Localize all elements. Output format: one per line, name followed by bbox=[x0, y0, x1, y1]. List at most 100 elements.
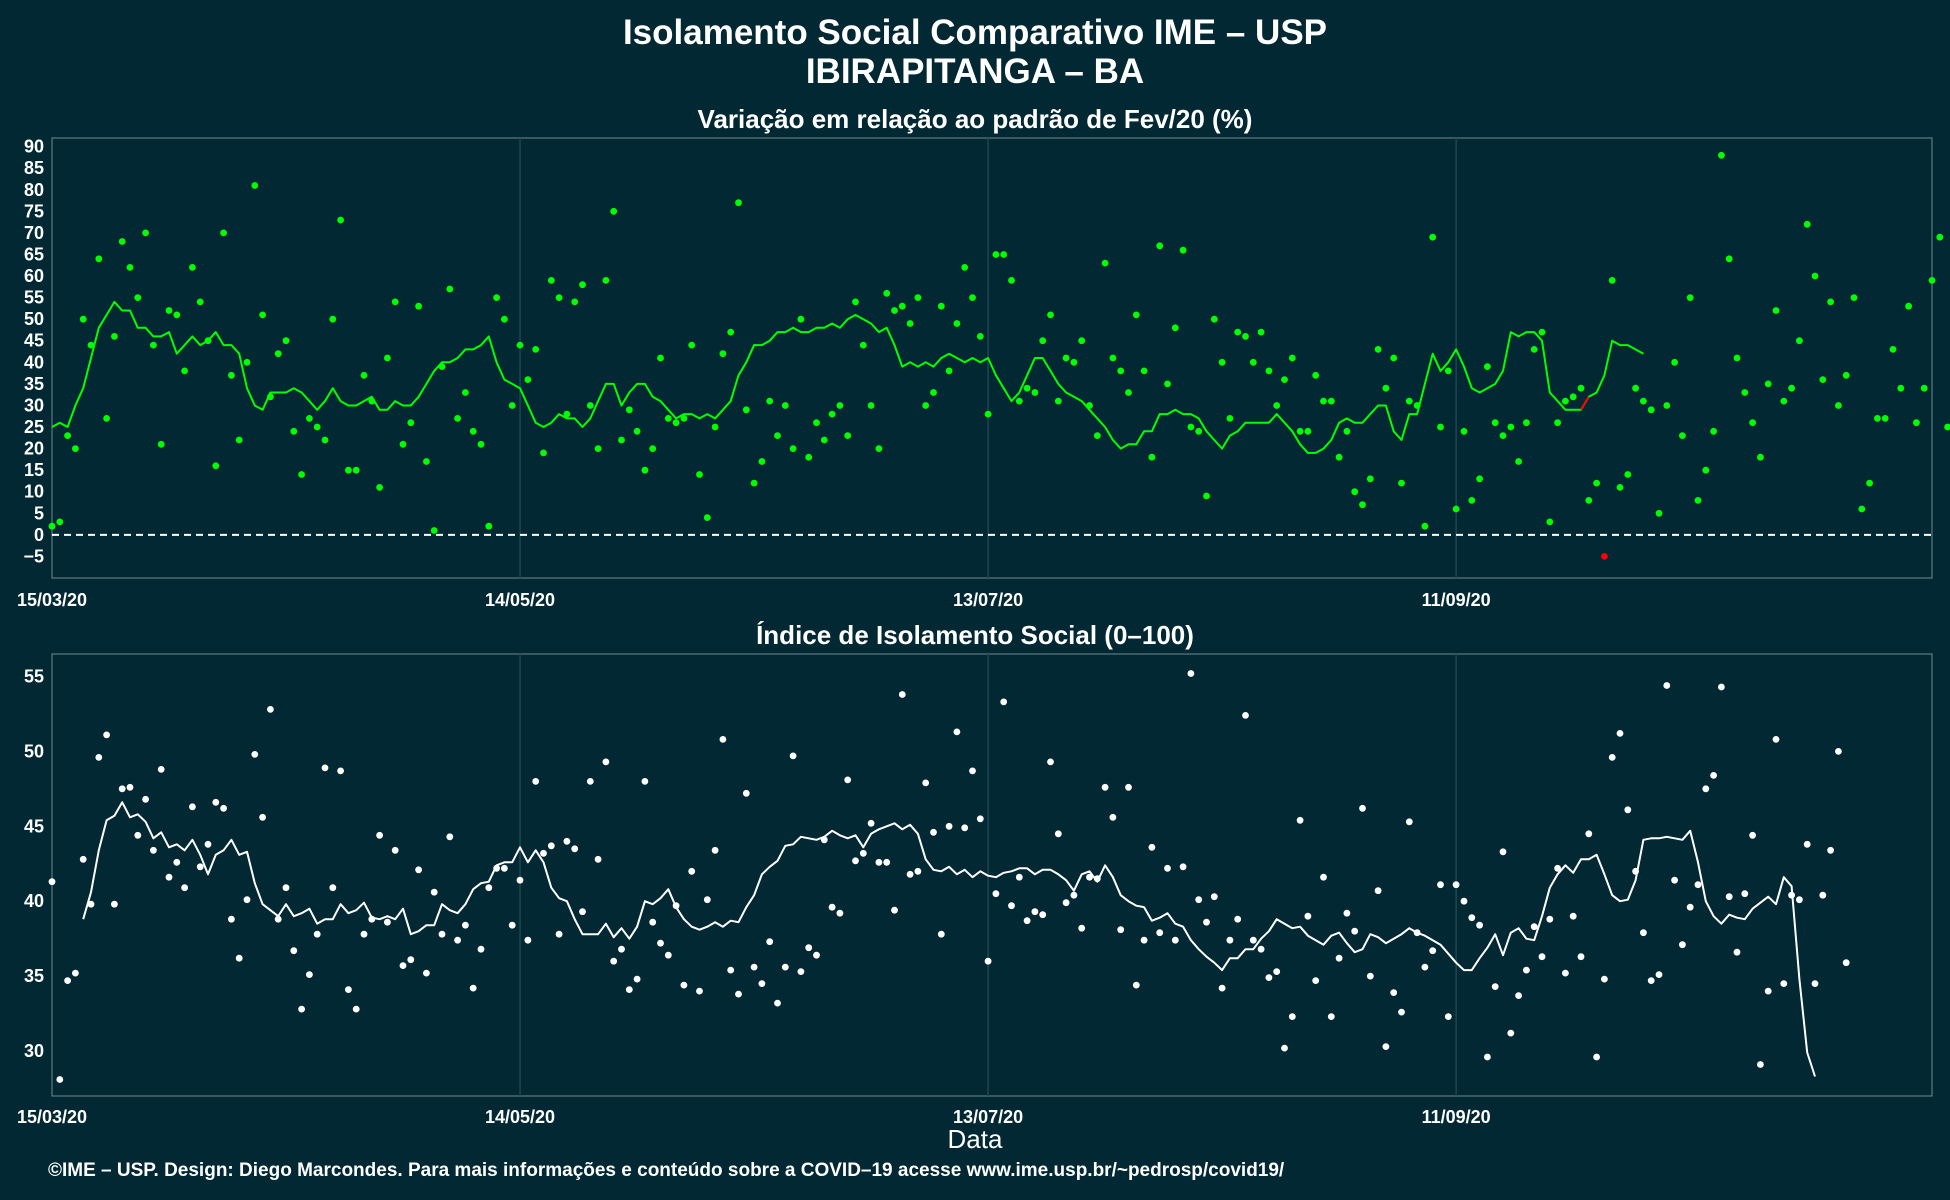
data-point bbox=[1421, 963, 1429, 971]
y-tick-label: 55 bbox=[24, 666, 44, 686]
y-tick-label: 5 bbox=[34, 503, 44, 523]
data-point bbox=[1444, 1013, 1452, 1020]
data-point bbox=[1156, 929, 1164, 937]
x-tick-label: 13/07/20 bbox=[953, 590, 1023, 610]
data-point bbox=[1842, 371, 1850, 379]
data-point bbox=[1117, 367, 1125, 375]
index-chart: 15/03/20 14/05/20 13/07/20 11/09/20 30 35 40 45… bbox=[17, 653, 1933, 1127]
data-point bbox=[142, 229, 150, 237]
data-point bbox=[157, 766, 165, 773]
data-point bbox=[501, 315, 508, 323]
data-point bbox=[477, 945, 485, 953]
data-point bbox=[181, 367, 189, 375]
data-point bbox=[1569, 912, 1577, 920]
data-point bbox=[228, 371, 235, 379]
data-point bbox=[1632, 867, 1639, 875]
data-point bbox=[1273, 402, 1281, 409]
data-point bbox=[1757, 453, 1764, 461]
x-tick-label: 15/03/20 bbox=[17, 590, 87, 610]
plot-frame bbox=[51, 653, 1933, 1097]
data-point bbox=[1491, 983, 1499, 990]
y-tick-label: 35 bbox=[24, 966, 44, 986]
data-point bbox=[547, 277, 555, 284]
data-point bbox=[111, 900, 118, 908]
data-point bbox=[571, 298, 579, 306]
data-point bbox=[508, 921, 516, 929]
data-point bbox=[664, 951, 672, 959]
y-tick-label: 0 bbox=[34, 525, 44, 545]
data-point bbox=[703, 896, 711, 904]
data-point bbox=[1452, 881, 1460, 889]
data-point bbox=[337, 767, 344, 775]
data-point bbox=[657, 354, 664, 362]
x-tick-label: 15/03/20 bbox=[17, 1107, 87, 1127]
data-point bbox=[501, 864, 508, 872]
data-point bbox=[1062, 899, 1070, 907]
data-point bbox=[1359, 501, 1366, 509]
y-tick-label: 75 bbox=[24, 201, 44, 221]
data-point bbox=[937, 302, 945, 310]
data-point bbox=[1148, 843, 1156, 851]
data-point bbox=[1811, 272, 1819, 280]
data-point bbox=[446, 833, 454, 841]
data-point bbox=[945, 367, 953, 375]
data-point bbox=[1484, 363, 1491, 370]
data-point bbox=[1000, 698, 1008, 706]
data-point bbox=[618, 945, 625, 953]
data-point bbox=[391, 846, 399, 854]
data-point bbox=[805, 453, 813, 461]
y-tick-label: 30 bbox=[24, 1041, 44, 1061]
data-point bbox=[173, 311, 181, 319]
data-point bbox=[1788, 384, 1795, 392]
data-point bbox=[1421, 522, 1429, 530]
data-point bbox=[306, 415, 313, 422]
data-point bbox=[813, 951, 820, 959]
data-point bbox=[1624, 806, 1632, 814]
data-point bbox=[524, 376, 532, 383]
data-point bbox=[1710, 772, 1717, 779]
data-point bbox=[781, 963, 789, 971]
data-point bbox=[1874, 415, 1881, 422]
data-point bbox=[906, 320, 914, 327]
data-point bbox=[1624, 471, 1632, 478]
data-point bbox=[1062, 354, 1070, 362]
data-point bbox=[688, 867, 696, 875]
data-point bbox=[1741, 890, 1749, 898]
data-point bbox=[1429, 233, 1437, 241]
data-point bbox=[859, 849, 867, 857]
data-point bbox=[1850, 294, 1858, 301]
data-point bbox=[1398, 479, 1405, 487]
data-point bbox=[1226, 415, 1234, 422]
data-point bbox=[953, 728, 961, 736]
data-point bbox=[711, 423, 719, 431]
data-point bbox=[391, 298, 399, 306]
data-point bbox=[758, 980, 766, 987]
data-point bbox=[555, 294, 563, 301]
data-point bbox=[165, 307, 173, 314]
data-point bbox=[1671, 358, 1678, 366]
data-point bbox=[1015, 397, 1023, 405]
data-point bbox=[1390, 989, 1398, 996]
data-point bbox=[672, 902, 680, 910]
data-point bbox=[1772, 307, 1780, 314]
data-point bbox=[571, 845, 579, 853]
chart-subtitle: IBIRAPITANGA – BA bbox=[805, 52, 1145, 91]
data-point bbox=[423, 969, 430, 977]
data-point bbox=[547, 842, 555, 850]
data-point bbox=[423, 458, 430, 465]
data-point bbox=[930, 389, 937, 396]
data-point bbox=[579, 281, 586, 289]
data-point bbox=[586, 402, 594, 409]
data-point bbox=[1179, 863, 1187, 871]
data-point bbox=[1764, 987, 1772, 995]
data-point bbox=[1351, 927, 1359, 935]
data-point bbox=[1218, 358, 1226, 366]
data-point bbox=[992, 251, 1000, 258]
data-point bbox=[1460, 897, 1468, 905]
data-point bbox=[774, 999, 781, 1007]
data-point bbox=[1866, 479, 1873, 487]
data-point bbox=[727, 328, 735, 336]
data-point bbox=[1054, 830, 1062, 838]
data-point bbox=[1242, 712, 1249, 719]
data-point bbox=[212, 462, 220, 470]
